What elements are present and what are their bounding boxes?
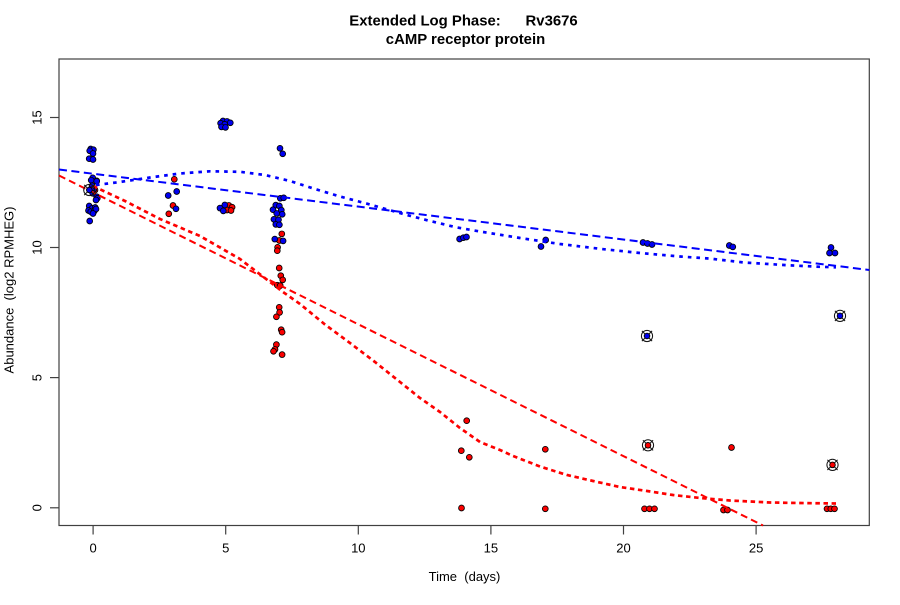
svg-text:5: 5 xyxy=(222,540,229,555)
svg-text:0: 0 xyxy=(30,504,45,511)
svg-text:5: 5 xyxy=(30,374,45,381)
svg-text:10: 10 xyxy=(351,540,365,555)
svg-text:Extended Log Phase: Rv367: Extended Log Phase: Rv3676 xyxy=(349,13,577,29)
svg-text:Time (days): Time (days) xyxy=(429,569,501,584)
svg-text:25: 25 xyxy=(749,540,763,555)
svg-text:Abundance (log2 RPMHEG): Abundance (log2 RPMHEG) xyxy=(2,207,17,374)
svg-text:20: 20 xyxy=(616,540,630,555)
svg-text:10: 10 xyxy=(30,240,45,254)
svg-text:0: 0 xyxy=(89,540,96,555)
svg-text:cAMP receptor protein: cAMP receptor protein xyxy=(386,32,545,48)
svg-text:15: 15 xyxy=(30,110,45,124)
svg-text:15: 15 xyxy=(484,540,498,555)
